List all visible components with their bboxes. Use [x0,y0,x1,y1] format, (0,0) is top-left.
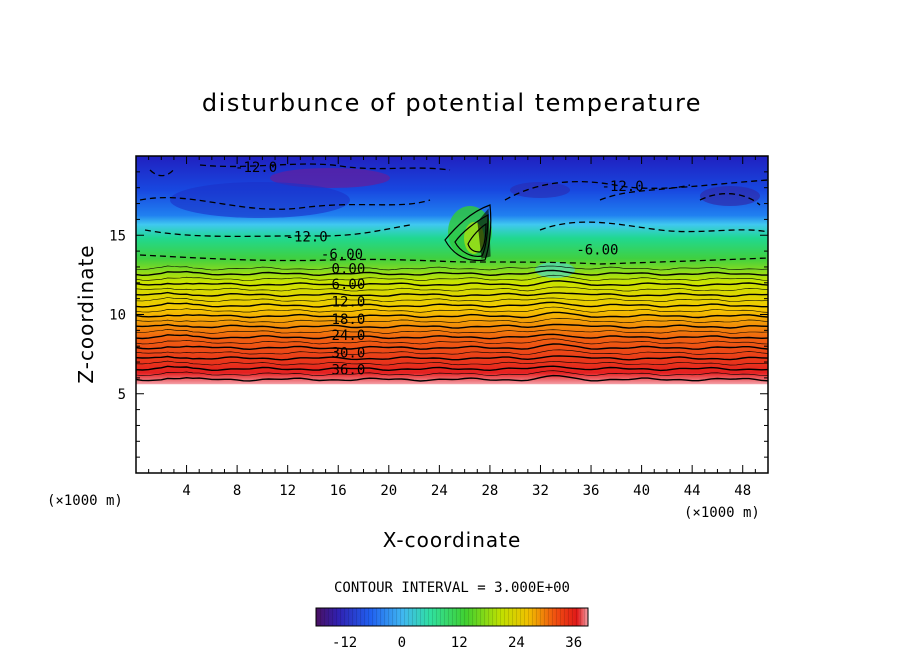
z-unit-label: (×1000 m) [684,505,760,521]
x-tick-label: 20 [380,483,397,499]
dashed-contour [149,167,176,177]
contour-label: 36.0 [332,363,366,379]
contour-label: -6.00 [321,247,363,263]
contour-label: 0.00 [332,261,366,277]
contour-line [136,374,768,382]
contour-label: -6.00 [576,242,618,258]
colorbar: -12 0 12 24 36 [315,607,589,651]
contour-lines [136,265,768,382]
contour-line [136,333,768,340]
colorbar-tick-label: 36 [565,635,582,651]
colorbar-tick-label: 0 [398,635,406,651]
x-axis-title: X-coordinate [383,528,522,552]
contour-label: 12.0 [332,295,366,311]
contour-line [136,269,768,277]
contour-line [136,265,768,271]
y-tick-label: 10 [109,308,126,324]
contour-label: 18.0 [332,312,366,328]
x-tick-label: 28 [481,483,498,499]
x-tick-label: 44 [684,483,701,499]
contour-line [136,349,768,355]
contour-label: -12.0 [602,179,644,195]
colorbar-ticks: -12 0 12 24 36 [332,635,582,651]
dashed-contour [699,193,761,206]
x-tick-label: 24 [431,483,448,499]
contour-line [136,328,768,334]
no-data-region [136,385,768,473]
x-unit-label: (×1000 m) [47,493,123,509]
dashed-contour [199,163,451,171]
contour-interval-label: CONTOUR INTERVAL = 3.000E+00 [334,580,570,596]
colorbar-tick-label: 24 [508,635,525,651]
contour-line [136,370,768,377]
negative-contour-lines [139,163,768,265]
y-axis: 5 10 15 [109,171,768,458]
colorbar-tick-label: 12 [451,635,468,651]
contour-label: -12.0 [286,230,328,246]
contour-line [136,355,768,361]
plot-area [136,156,768,473]
contour-line [136,343,768,351]
chart-title: disturbunce of potential temperature [202,89,702,117]
dashed-contour [539,221,768,233]
contour-line [136,360,768,366]
contour-line [136,297,768,303]
contour-labels: -12.0-12.0-12.0-6.00-6.000.006.0012.018.… [235,160,644,379]
dashed-contour [144,224,411,238]
x-tick-label: 48 [734,483,751,499]
plume-contours [444,204,492,262]
x-tick-label: 8 [233,483,241,499]
x-tick-label: 16 [330,483,347,499]
contour-line [136,317,768,324]
contour-label: 30.0 [332,345,366,361]
cold-blob [170,182,350,218]
contour-line [136,323,768,329]
contour-line [136,274,768,281]
x-tick-label: 4 [182,483,190,499]
y-axis-title: Z-coordinate [74,244,98,383]
contour-line [136,306,768,313]
cold-blob [270,168,390,188]
contour-line [136,280,768,287]
y-tick-label: 15 [109,228,126,244]
colorbar-hatching [316,608,588,626]
dashed-contour [139,196,431,210]
x-axis: 4 8 12 16 20 24 28 32 36 40 44 48 [148,156,756,499]
x-tick-label: 36 [583,483,600,499]
contour-line [136,286,768,292]
dashed-contour [139,254,768,265]
contour-label: -12.0 [235,160,277,176]
contour-line [136,365,768,372]
plume-contour [444,204,492,262]
contour-line [136,311,768,319]
plume-contour [477,208,491,259]
colorbar-frame [315,607,589,627]
contour-label: 6.00 [332,277,366,293]
dashed-contour [504,179,768,201]
cold-blob [510,182,570,198]
cold-blob [700,186,760,206]
contour-line [136,338,768,345]
x-tick-label: 32 [532,483,549,499]
dashed-contour [599,184,691,201]
contour-line [136,301,768,308]
x-tick-label: 40 [633,483,650,499]
contour-label: 24.0 [332,328,366,344]
contour-line [136,291,768,298]
x-tick-label: 12 [279,483,296,499]
y-tick-label: 5 [118,387,126,403]
colorbar-tick-label: -12 [332,635,357,651]
